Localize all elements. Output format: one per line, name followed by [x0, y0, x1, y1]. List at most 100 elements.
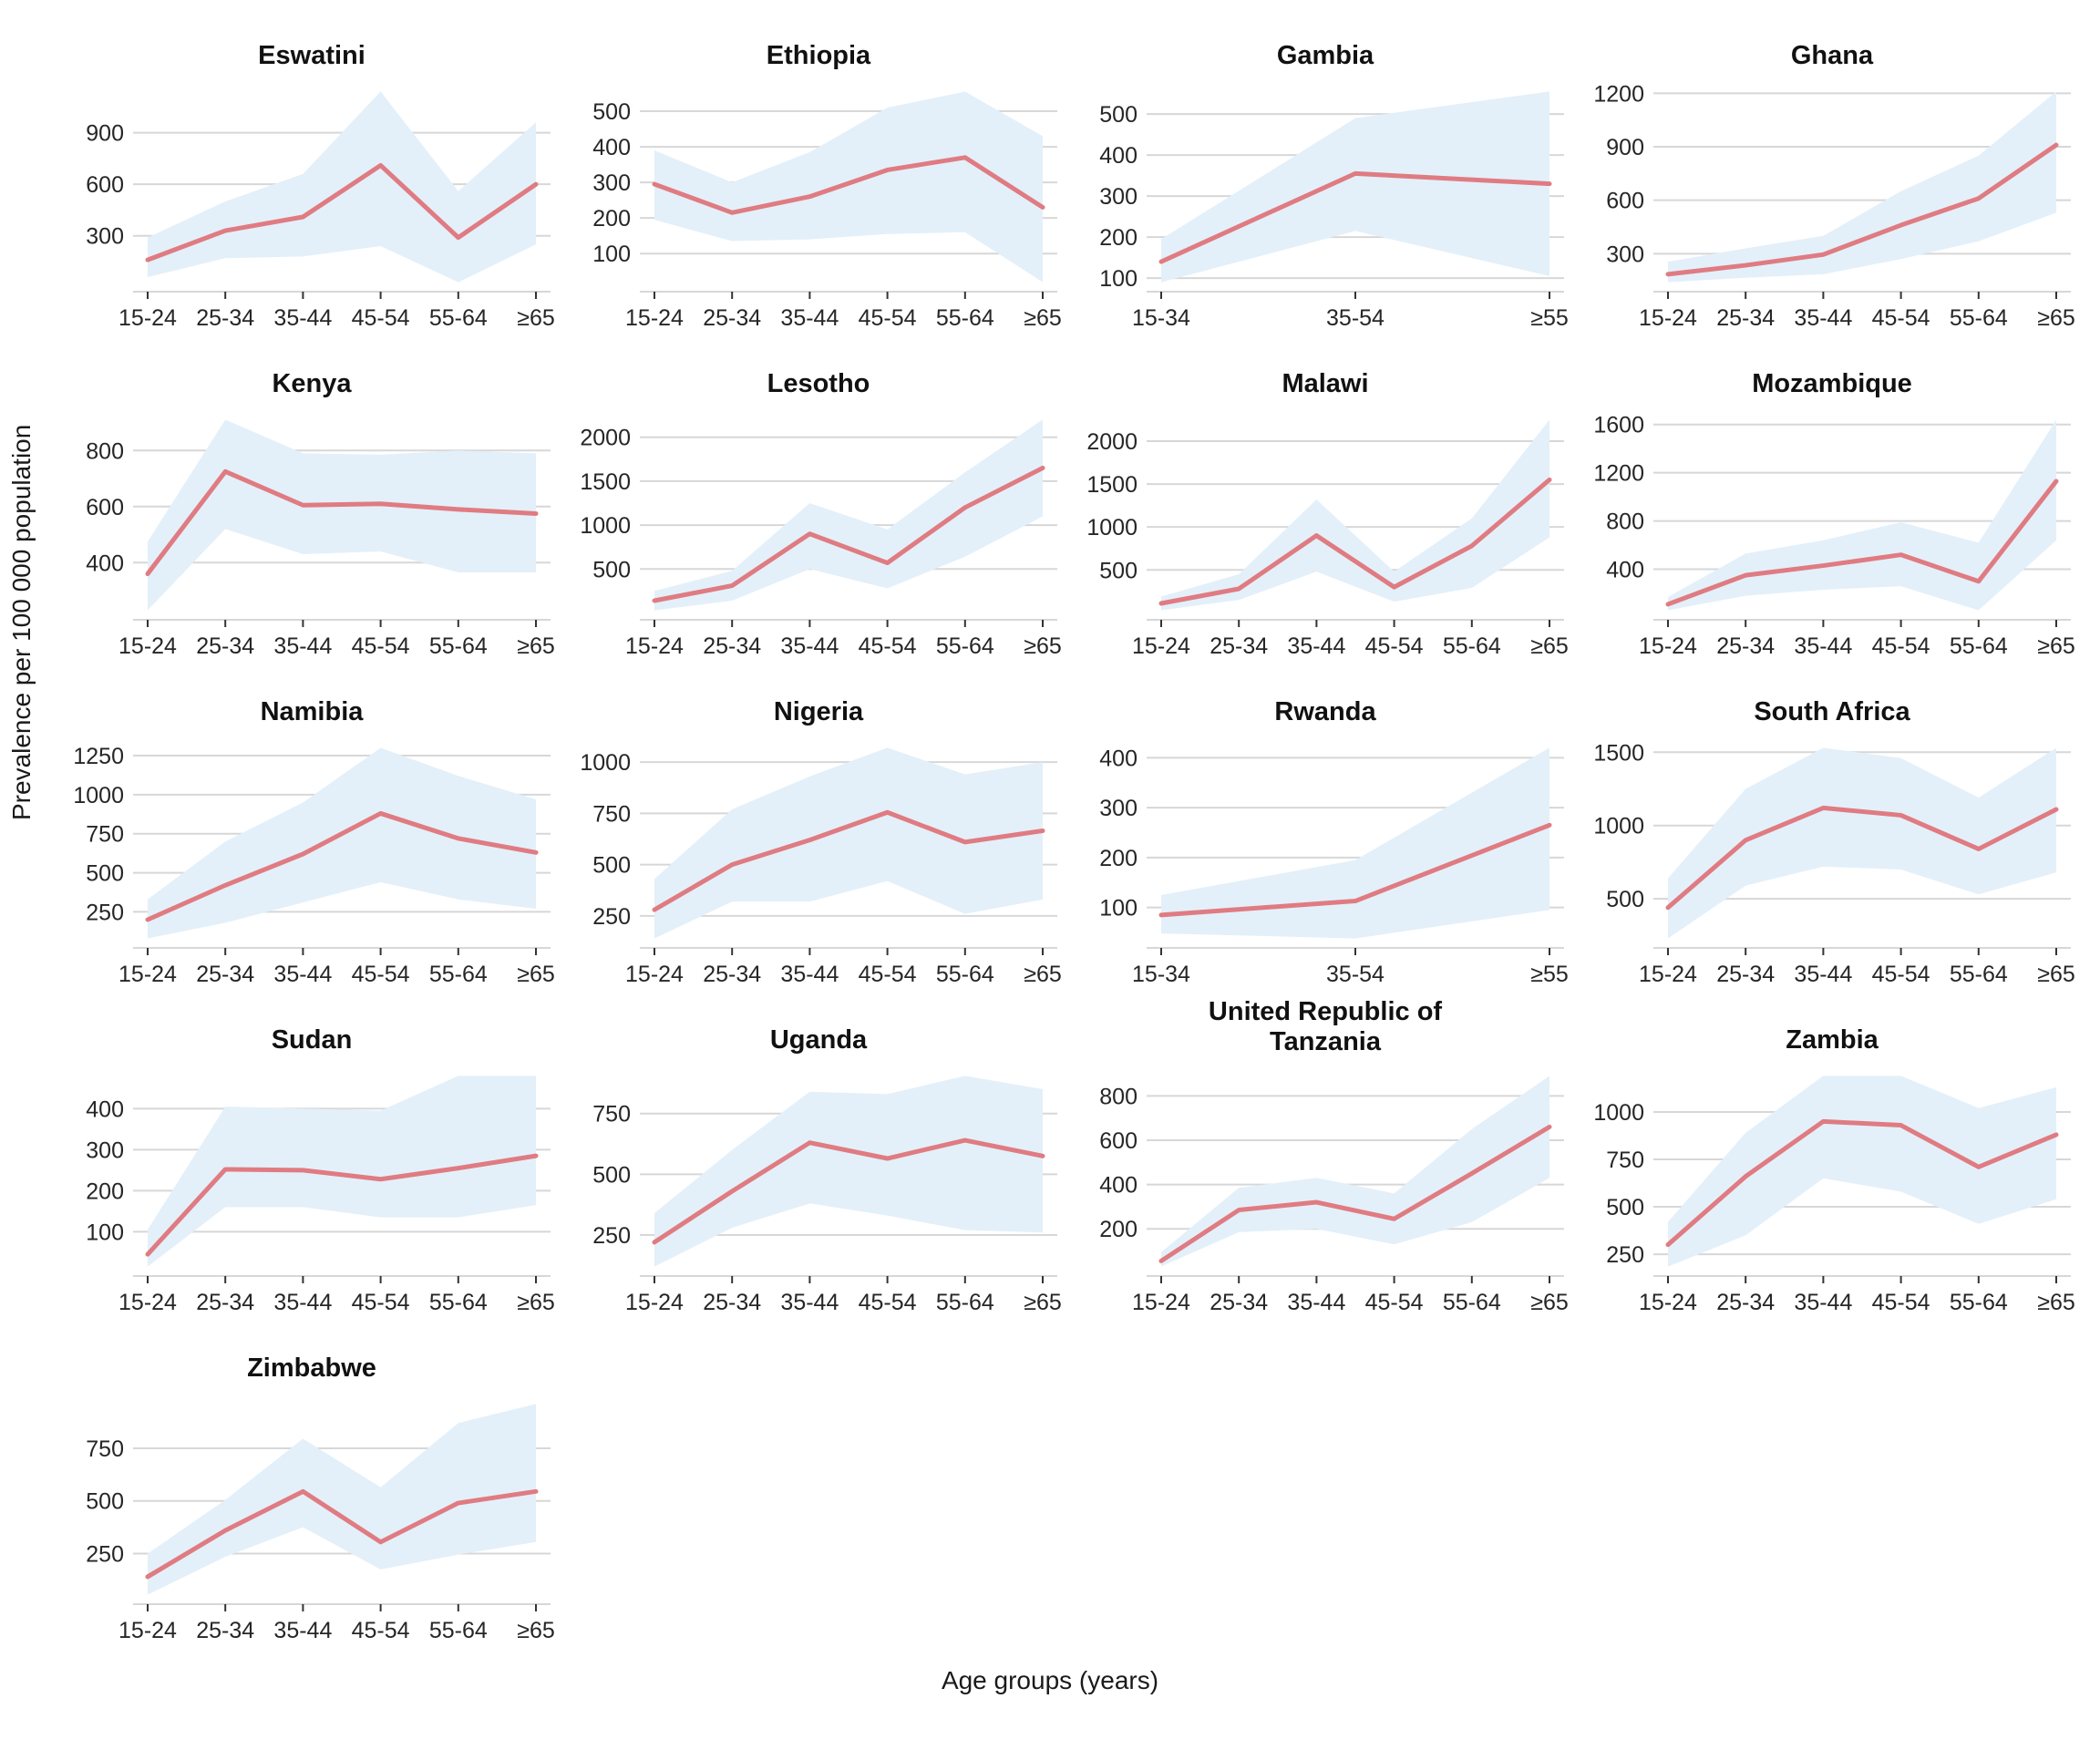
confidence-band	[1668, 1076, 2056, 1267]
x-tick-label: 25-34	[196, 1290, 254, 1315]
panel-south-africa: South Africa 500 1000 1500 15-24 25-34 35-44 4…	[1579, 669, 2085, 992]
x-tick-label: 35-44	[1794, 962, 1852, 987]
panel-title: Gambia	[1276, 40, 1374, 70]
y-tick-label: 400	[86, 1096, 124, 1122]
panel-rwanda: Rwanda 100 200 300 400 15-34 35-54 ≥55	[1072, 669, 1579, 992]
confidence-band	[1668, 747, 2056, 939]
y-tick-label: 1000	[580, 513, 631, 539]
y-tick-label: 100	[1099, 896, 1138, 921]
prevalence-line	[652, 1138, 1045, 1245]
x-tick-label: 55-64	[1443, 1290, 1501, 1315]
x-tick-label: ≥65	[1024, 633, 1062, 659]
x-tick-label: 45-54	[859, 633, 917, 659]
panel-chart: 100 200 300 400 500 15-24 25-34 35-44 45-54 55-64…	[592, 91, 1062, 331]
y-tick-label: 500	[592, 1162, 631, 1188]
x-tick-label: 35-44	[273, 1290, 332, 1315]
x-tick-label: 15-34	[1132, 305, 1190, 331]
x-tick-label: 35-44	[273, 1618, 332, 1643]
x-tick-label: 35-54	[1326, 305, 1385, 331]
panel-chart: 200 400 600 800 15-24 25-34 35-44 45-54 55-64 ≥65	[1099, 1076, 1569, 1315]
panel-title: Uganda	[769, 1024, 868, 1055]
y-tick-label: 500	[1099, 102, 1138, 128]
prevalence-line	[145, 1153, 539, 1257]
x-tick-label: 25-34	[703, 962, 761, 987]
x-tick-label: 25-34	[703, 633, 761, 659]
x-tick-label: 35-44	[1794, 305, 1852, 331]
confidence-band	[1668, 419, 2056, 611]
prevalence-line	[1665, 1118, 2059, 1248]
x-tick-label: 25-34	[196, 305, 254, 331]
y-tick-label: 800	[1606, 510, 1644, 535]
x-tick-label: ≥65	[2037, 1290, 2075, 1315]
x-tick-label: 45-54	[352, 962, 410, 987]
panel-chart: 100 200 300 400 15-34 35-54 ≥55	[1099, 746, 1568, 987]
y-tick-label: 500	[1099, 558, 1138, 583]
y-tick-label: 400	[592, 135, 631, 160]
x-tick-label: 55-64	[1950, 305, 2008, 331]
x-tick-label: 55-64	[1950, 1290, 2008, 1315]
panel-united-republic-of-tanzania: United Republic of Tanzania 200 400 600 800 1…	[1072, 997, 1579, 1320]
y-tick-label: 1200	[1593, 81, 1644, 107]
y-tick-label: 900	[1606, 135, 1644, 160]
panel-lesotho: Lesotho 500 1000 1500 2000 15-24 25-34 35-44 45…	[565, 341, 1072, 664]
prevalence-line	[145, 468, 539, 577]
y-tick-label: 750	[86, 1436, 124, 1462]
panel-title: Lesotho	[767, 368, 870, 398]
x-tick-label: 45-54	[1872, 962, 1930, 987]
y-tick-label: 1000	[1593, 814, 1644, 839]
panel-chart: 250 500 750 1000 1250 15-24 25-34 35-44 45-54 55-…	[73, 744, 555, 987]
panel-chart: 300 600 900 15-24 25-34 35-44 45-54 55-64 ≥65	[86, 91, 555, 331]
y-tick-label: 600	[86, 495, 124, 520]
y-tick-label: 1500	[1086, 472, 1138, 498]
y-tick-label: 500	[86, 861, 124, 887]
prevalence-line	[1158, 822, 1552, 918]
x-tick-label: 45-54	[1365, 633, 1424, 659]
x-tick-label: 45-54	[1872, 305, 1930, 331]
x-tick-label: 55-64	[936, 633, 994, 659]
x-tick-label: 55-64	[429, 962, 488, 987]
y-tick-label: 100	[592, 242, 631, 267]
x-tick-label: 55-64	[1443, 633, 1501, 659]
panel-title: Mozambique	[1752, 368, 1912, 398]
x-tick-label: 15-24	[118, 633, 177, 659]
panel-zimbabwe: Zimbabwe 250 500 750 15-24 25-34 35-44 45-54 55…	[58, 1325, 565, 1648]
confidence-band	[654, 747, 1043, 939]
y-tick-label: 400	[1099, 746, 1138, 771]
x-tick-label: 15-24	[625, 962, 684, 987]
x-tick-label: 35-44	[1794, 1290, 1852, 1315]
confidence-band	[148, 1076, 536, 1267]
x-tick-label: 25-34	[1210, 633, 1268, 659]
x-tick-label: 25-34	[196, 962, 254, 987]
panel-chart: 500 1000 1500 2000 15-24 25-34 35-44 45-54 55-64…	[1086, 419, 1569, 659]
y-tick-label: 200	[1099, 225, 1138, 251]
y-tick-label: 500	[1606, 887, 1644, 912]
prevalence-line	[1158, 170, 1552, 264]
y-tick-label: 300	[1606, 242, 1644, 267]
prevalence-line	[1158, 477, 1552, 606]
panel-title: Sudan	[271, 1024, 353, 1055]
panel-title: Kenya	[272, 368, 352, 398]
y-tick-label: 750	[1606, 1148, 1644, 1173]
y-tick-label: 200	[1099, 1217, 1138, 1242]
x-tick-label: 15-24	[1639, 633, 1697, 659]
panel-title: Namibia	[260, 696, 364, 726]
x-tick-label: 15-24	[1132, 633, 1190, 659]
x-tick-label: 15-24	[118, 305, 177, 331]
x-tick-label: 55-64	[936, 1290, 994, 1315]
y-tick-label: 100	[86, 1220, 124, 1245]
y-tick-label: 400	[1099, 1173, 1138, 1199]
panel-chart: 300 600 900 1200 15-24 25-34 35-44 45-54 55-64 ≥6…	[1593, 81, 2074, 331]
x-tick-label: 35-44	[780, 962, 839, 987]
panel-gambia: Gambia 100 200 300 400 500 15-34 35-54 ≥55	[1072, 13, 1579, 335]
x-tick-label: ≥65	[517, 962, 555, 987]
panel-zambia: Zambia 250 500 750 1000 15-24 25-34 35-44 45-54…	[1579, 997, 2085, 1320]
panel-title: Rwanda	[1274, 696, 1376, 726]
x-tick-label: 25-34	[703, 305, 761, 331]
y-tick-label: 250	[86, 900, 124, 925]
x-tick-label: 15-24	[118, 1618, 177, 1643]
confidence-band	[654, 419, 1043, 611]
confidence-band	[654, 1076, 1043, 1267]
x-tick-label: ≥65	[2037, 633, 2075, 659]
y-tick-label: 500	[592, 557, 631, 582]
